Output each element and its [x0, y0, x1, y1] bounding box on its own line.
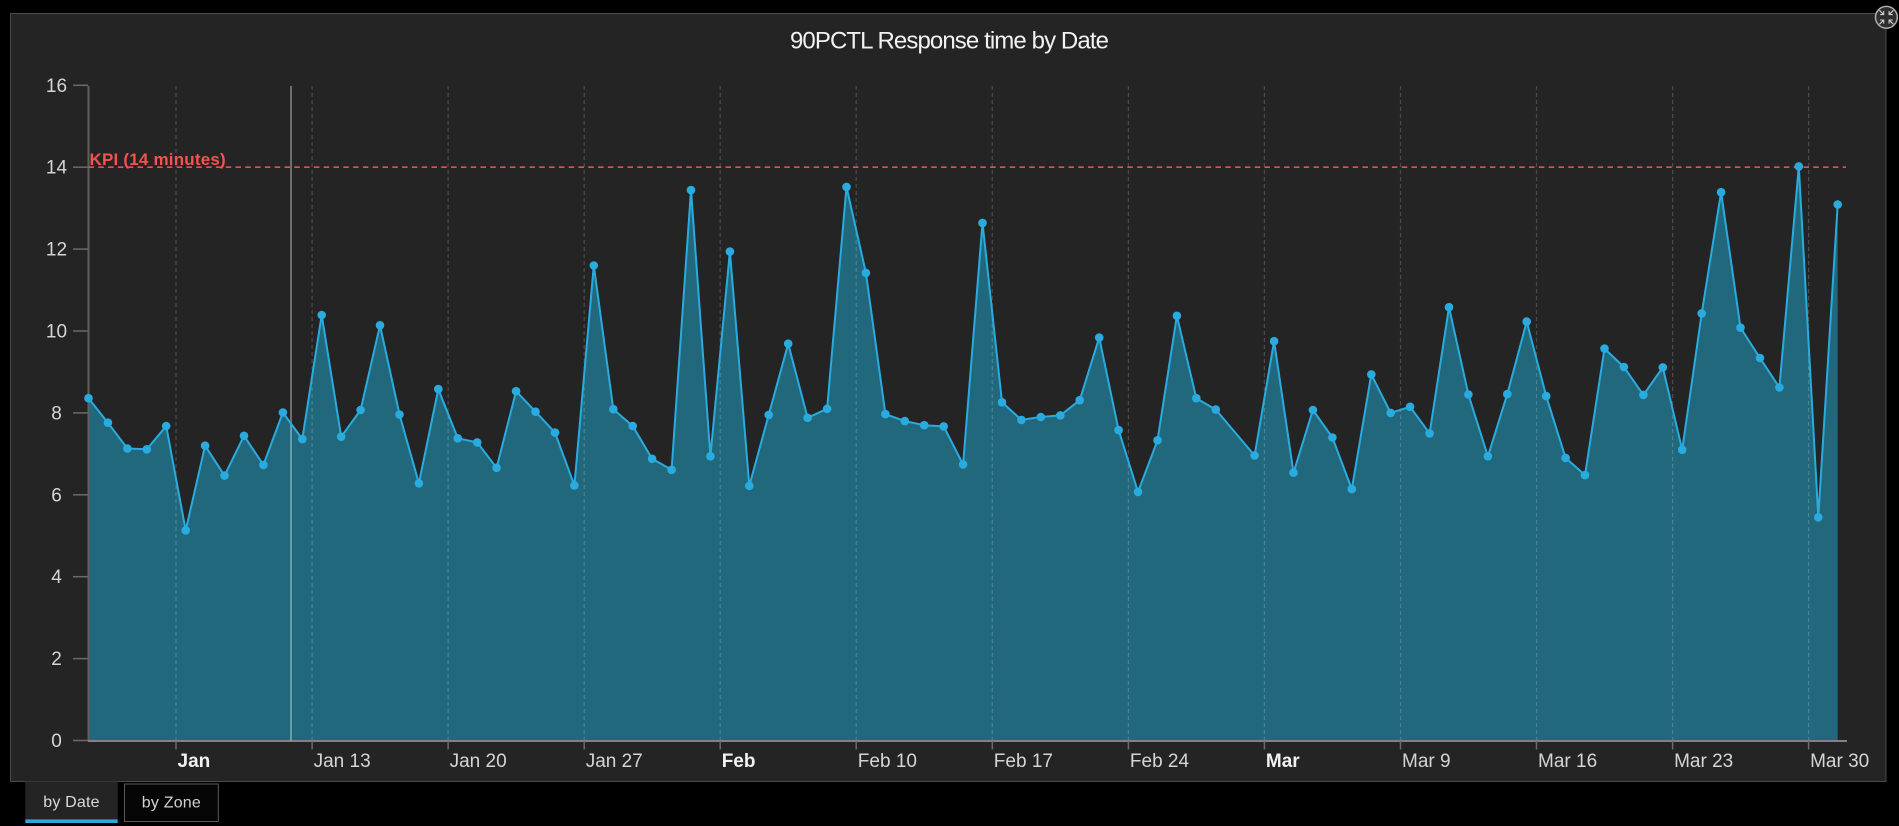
- svg-text:Mar 30: Mar 30: [1810, 751, 1869, 772]
- svg-text:Mar 9: Mar 9: [1402, 751, 1451, 772]
- svg-text:Mar: Mar: [1266, 751, 1300, 772]
- svg-text:Mar 23: Mar 23: [1674, 751, 1733, 772]
- svg-text:0: 0: [51, 731, 62, 752]
- svg-text:10: 10: [46, 322, 67, 343]
- svg-text:Jan 20: Jan 20: [450, 751, 507, 772]
- svg-text:8: 8: [51, 403, 62, 424]
- svg-text:12: 12: [46, 240, 67, 261]
- svg-text:Feb 24: Feb 24: [1130, 751, 1190, 772]
- svg-text:2: 2: [51, 649, 62, 670]
- svg-text:Feb 10: Feb 10: [858, 751, 917, 772]
- svg-text:Jan 13: Jan 13: [314, 751, 371, 772]
- svg-text:Feb 17: Feb 17: [994, 751, 1053, 772]
- svg-text:by Date: by Date: [43, 794, 100, 811]
- svg-text:Mar 16: Mar 16: [1538, 751, 1597, 772]
- svg-text:4: 4: [51, 567, 62, 588]
- svg-text:Feb: Feb: [722, 751, 756, 772]
- svg-text:KPI (14 minutes): KPI (14 minutes): [90, 150, 226, 169]
- svg-text:Jan 27: Jan 27: [586, 751, 643, 772]
- svg-text:90PCTL Response time by Date: 90PCTL Response time by Date: [790, 28, 1109, 55]
- svg-text:Jan: Jan: [178, 751, 211, 772]
- svg-text:14: 14: [46, 158, 68, 179]
- svg-text:by Zone: by Zone: [142, 795, 201, 812]
- svg-text:16: 16: [46, 76, 67, 97]
- svg-text:6: 6: [51, 485, 62, 506]
